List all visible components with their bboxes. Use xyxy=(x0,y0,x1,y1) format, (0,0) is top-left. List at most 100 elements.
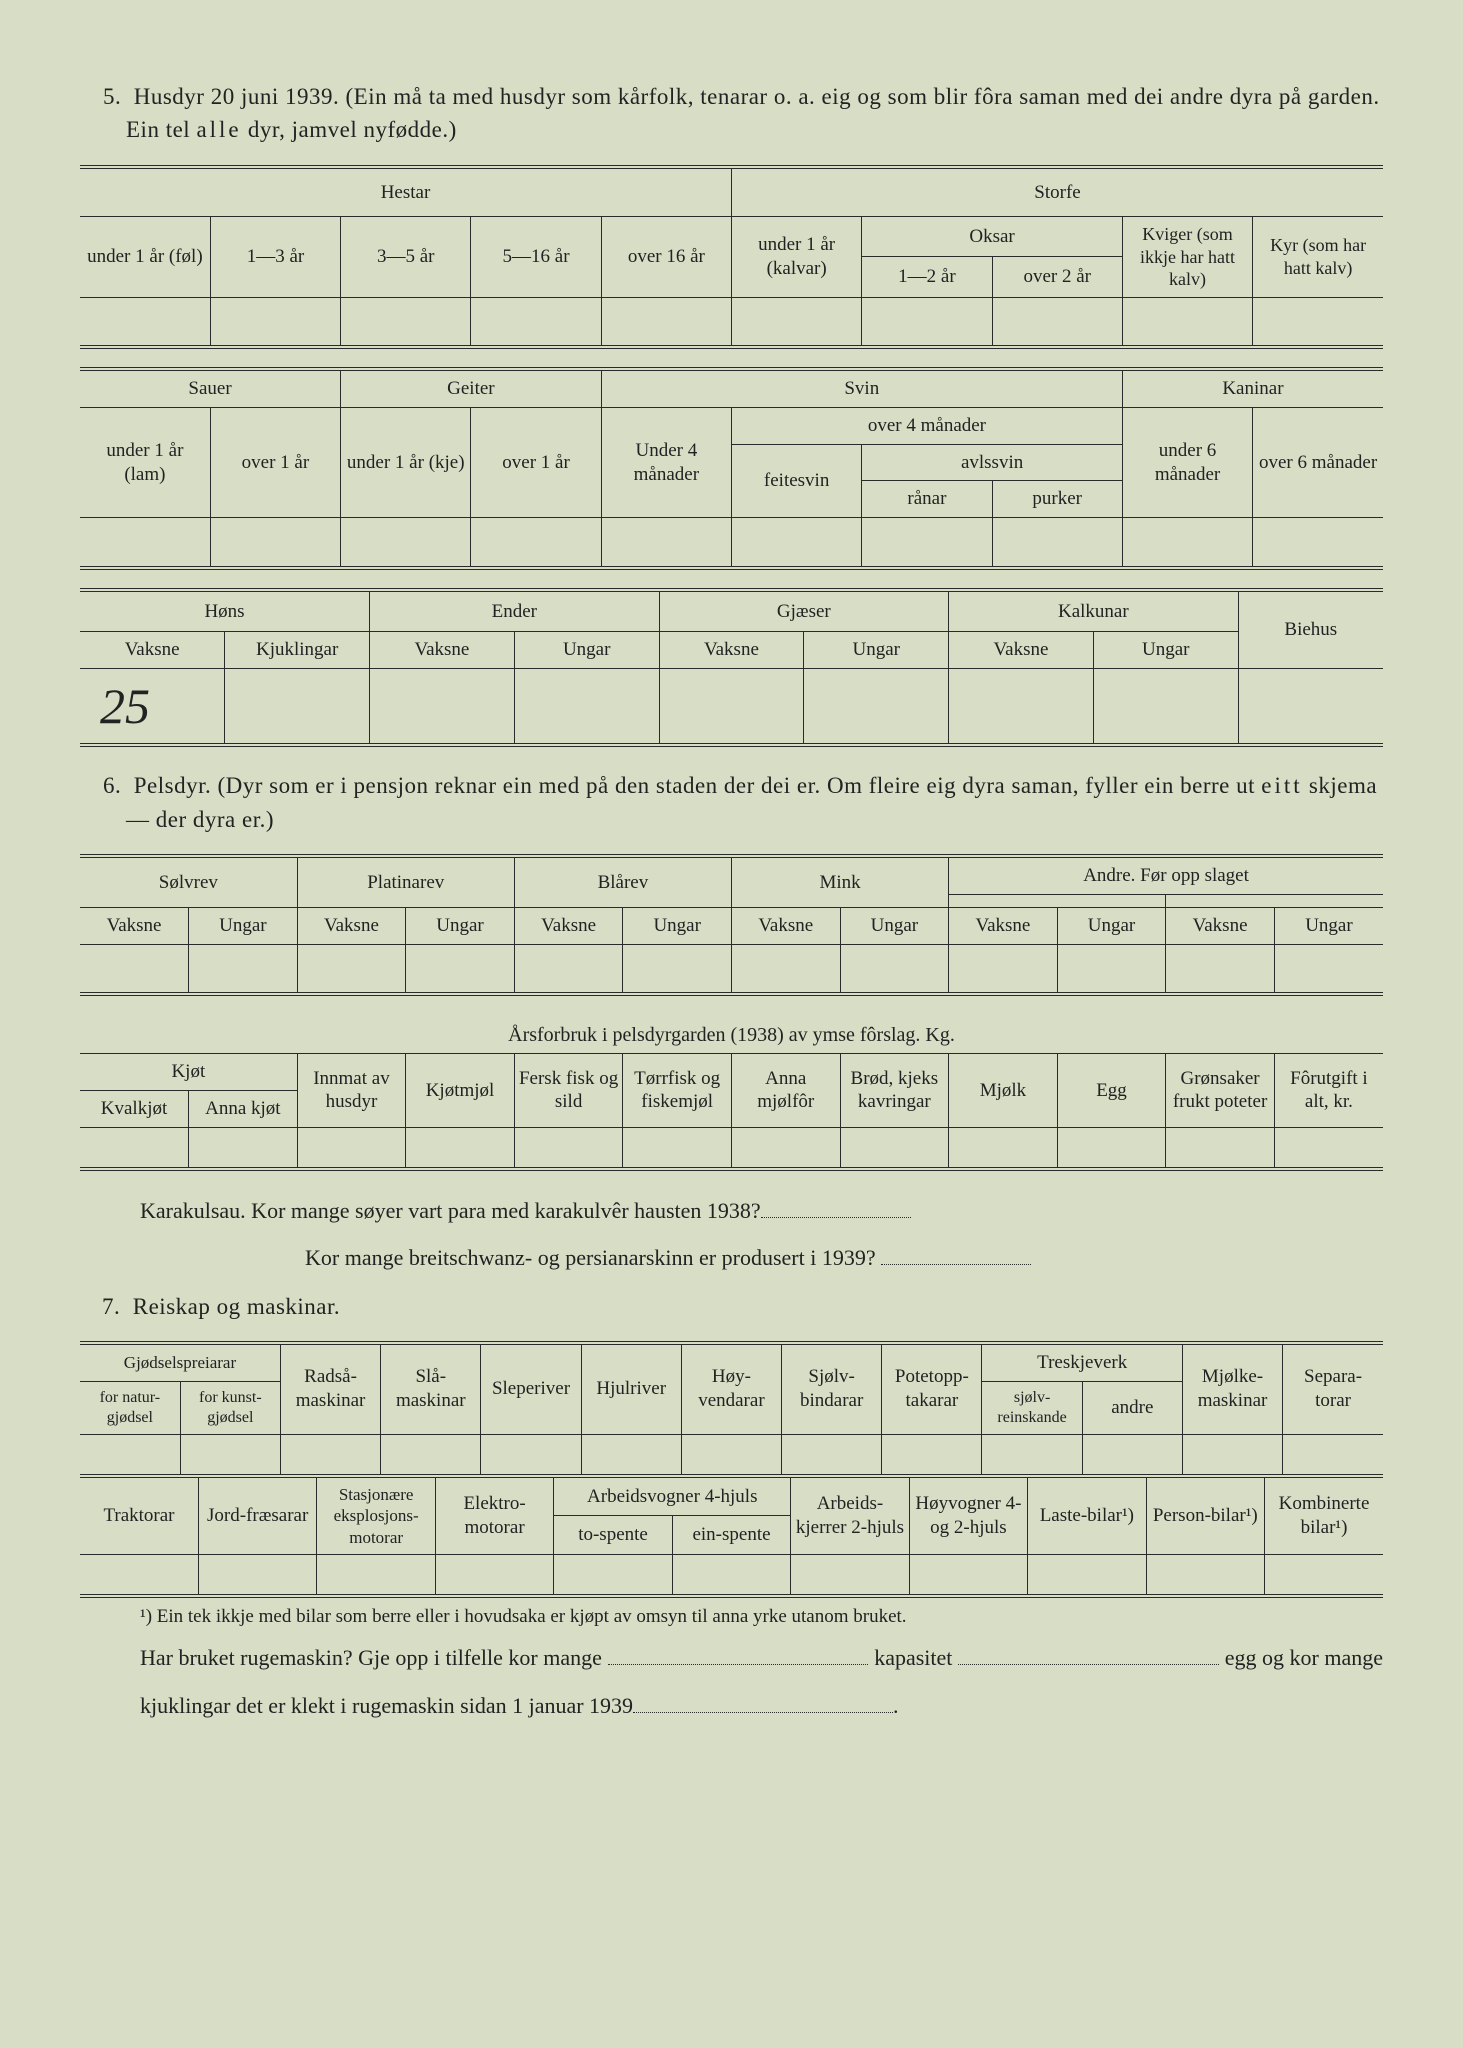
cell xyxy=(381,1434,481,1474)
col-geiter: Geiter xyxy=(341,371,602,407)
blank xyxy=(958,1643,1218,1665)
cell xyxy=(782,1434,882,1474)
hdr-under1-kalvar: under 1 år (kalvar) xyxy=(731,217,861,298)
arsforbruk-title: Årsforbruk i pelsdyrgarden (1938) av yms… xyxy=(80,1024,1383,1047)
section-5-spaced: alle xyxy=(196,117,241,142)
col-torrfisk: Tørrfisk og fiskemjøl xyxy=(623,1054,732,1128)
col-sleperiver: Sleperiver xyxy=(481,1345,581,1434)
col-innmat: Innmat av husdyr xyxy=(297,1054,406,1128)
col-hons: Høns xyxy=(80,592,370,632)
col-platinarev: Platinarev xyxy=(297,858,514,907)
footer-q1-b: kapasitet xyxy=(874,1640,952,1675)
cell xyxy=(731,1127,840,1167)
cell xyxy=(992,297,1122,345)
cell xyxy=(80,1127,189,1167)
footer-q1-a: Har bruket rugemaskin? Gje opp i tilfell… xyxy=(140,1645,602,1670)
cell xyxy=(80,1554,198,1594)
cell xyxy=(840,1127,949,1167)
section-6-spaced: eitt xyxy=(1261,773,1302,798)
cell xyxy=(514,944,623,992)
cell xyxy=(862,297,992,345)
hdr-1-3: 1—3 år xyxy=(210,217,340,298)
col-forutgift: Fôrutgift i alt, kr. xyxy=(1274,1054,1383,1128)
hdr-vaksne-3: Vaksne xyxy=(514,907,623,944)
section-6-text1: Pelsdyr. (Dyr som er i pensjon reknar ei… xyxy=(134,773,1262,798)
col-treskjeverk: Treskjeverk xyxy=(982,1345,1182,1381)
cell xyxy=(909,1554,1027,1594)
hdr-over2: over 2 år xyxy=(992,257,1122,297)
hdr-vaksne-d: Vaksne xyxy=(949,632,1094,669)
hdr-kvalkjot: Kvalkjøt xyxy=(80,1090,189,1127)
rule xyxy=(80,743,1383,747)
table-hons-ender-gjaeser-kalkunar: Høns Ender Gjæser Kalkunar Biehus Vaksne… xyxy=(80,592,1383,744)
cell xyxy=(471,518,601,566)
col-kombinerte: Kombinerte bilar¹) xyxy=(1265,1478,1383,1554)
cell xyxy=(731,944,840,992)
col-gronsaker: Grønsaker frukt poteter xyxy=(1166,1054,1275,1128)
table-pelsdyr: Sølvrev Platinarev Blårev Mink Andre. Fø… xyxy=(80,858,1383,992)
cell xyxy=(949,1127,1058,1167)
cell xyxy=(317,1554,435,1594)
hdr-ungar-b: Ungar xyxy=(514,632,659,669)
cell xyxy=(1182,1434,1282,1474)
hdr-under1-lam: under 1 år (lam) xyxy=(80,407,210,517)
cell xyxy=(370,668,515,743)
col-mjolkemaskinar: Mjølke-maskinar xyxy=(1182,1345,1282,1434)
hdr-oksar: Oksar xyxy=(862,217,1123,257)
hdr-under1-fol: under 1 år (føl) xyxy=(80,217,210,298)
cell xyxy=(804,668,949,743)
cell xyxy=(80,518,210,566)
cell xyxy=(601,297,731,345)
cell xyxy=(1122,518,1252,566)
footnote: ¹) Ein tek ikkje med bilar som berre ell… xyxy=(140,1606,1383,1628)
karakul-line2-a: Kor mange breitschwanz- og persianarskin… xyxy=(305,1245,876,1270)
footer-q1-c: egg og kor mange xyxy=(1225,1640,1383,1675)
cell xyxy=(791,1554,909,1594)
table-reiskap-1: Gjødselspreiarar Radså-maskinar Slå-mask… xyxy=(80,1345,1383,1474)
cell xyxy=(189,944,298,992)
hdr-andre: andre xyxy=(1082,1381,1182,1434)
blank xyxy=(608,1643,868,1665)
blank xyxy=(761,1196,911,1218)
hdr-over1-a: over 1 år xyxy=(210,407,340,517)
karakul-line1-a: Karakulsau. Kor mange søyer vart para me… xyxy=(140,1198,761,1223)
cell xyxy=(198,1554,316,1594)
section-7-num: 7. xyxy=(102,1294,120,1319)
section-6-heading: 6. Pelsdyr. (Dyr som er i pensjon reknar… xyxy=(80,769,1383,836)
cell xyxy=(297,1127,406,1167)
hdr-over4m: over 4 månader xyxy=(731,407,1122,444)
col-sla: Slå-maskinar xyxy=(381,1345,481,1434)
cell xyxy=(1253,518,1383,566)
hdr-ranar: rånar xyxy=(862,481,992,518)
hdr-ungar-4: Ungar xyxy=(840,907,949,944)
hdr-under1-kje: under 1 år (kje) xyxy=(341,407,471,517)
col-arbeidsvogner: Arbeidsvogner 4-hjuls xyxy=(554,1478,791,1516)
cell xyxy=(862,518,992,566)
cell xyxy=(731,297,861,345)
hdr-kjuklingar: Kjuklingar xyxy=(225,632,370,669)
footer-q1: Har bruket rugemaskin? Gje opp i tilfell… xyxy=(140,1640,1383,1675)
table-arsforbruk: Kjøt Innmat av husdyr Kjøtmjøl Fersk fis… xyxy=(80,1053,1383,1167)
cell xyxy=(280,1434,380,1474)
footer-q2-a: kjuklingar det er klekt i rugemaskin sid… xyxy=(140,1693,633,1718)
cell xyxy=(1057,1127,1166,1167)
hdr-over1-b: over 1 år xyxy=(471,407,601,517)
karakul-line1: Karakulsau. Kor mange søyer vart para me… xyxy=(140,1193,1383,1228)
col-annamjolfor: Anna mjølfôr xyxy=(731,1054,840,1128)
hdr-over6m: over 6 månader xyxy=(1253,407,1383,517)
cell xyxy=(189,1127,298,1167)
col-gjaeser: Gjæser xyxy=(659,592,949,632)
col-andre-sub2 xyxy=(1166,894,1383,907)
col-andre: Andre. Før opp slaget xyxy=(949,858,1383,894)
cell xyxy=(1122,297,1252,345)
cell-hons-vaksne: 25 xyxy=(80,668,225,743)
cell xyxy=(659,668,804,743)
cell xyxy=(1166,944,1275,992)
cell xyxy=(992,518,1122,566)
hdr-purker: purker xyxy=(992,481,1122,518)
cell xyxy=(1253,297,1383,345)
cell xyxy=(406,944,515,992)
hdr-vaksne-1: Vaksne xyxy=(80,907,189,944)
section-5-text2: dyr, jamvel nyfødde.) xyxy=(242,117,457,142)
hdr-einspente: ein-spente xyxy=(672,1516,790,1554)
